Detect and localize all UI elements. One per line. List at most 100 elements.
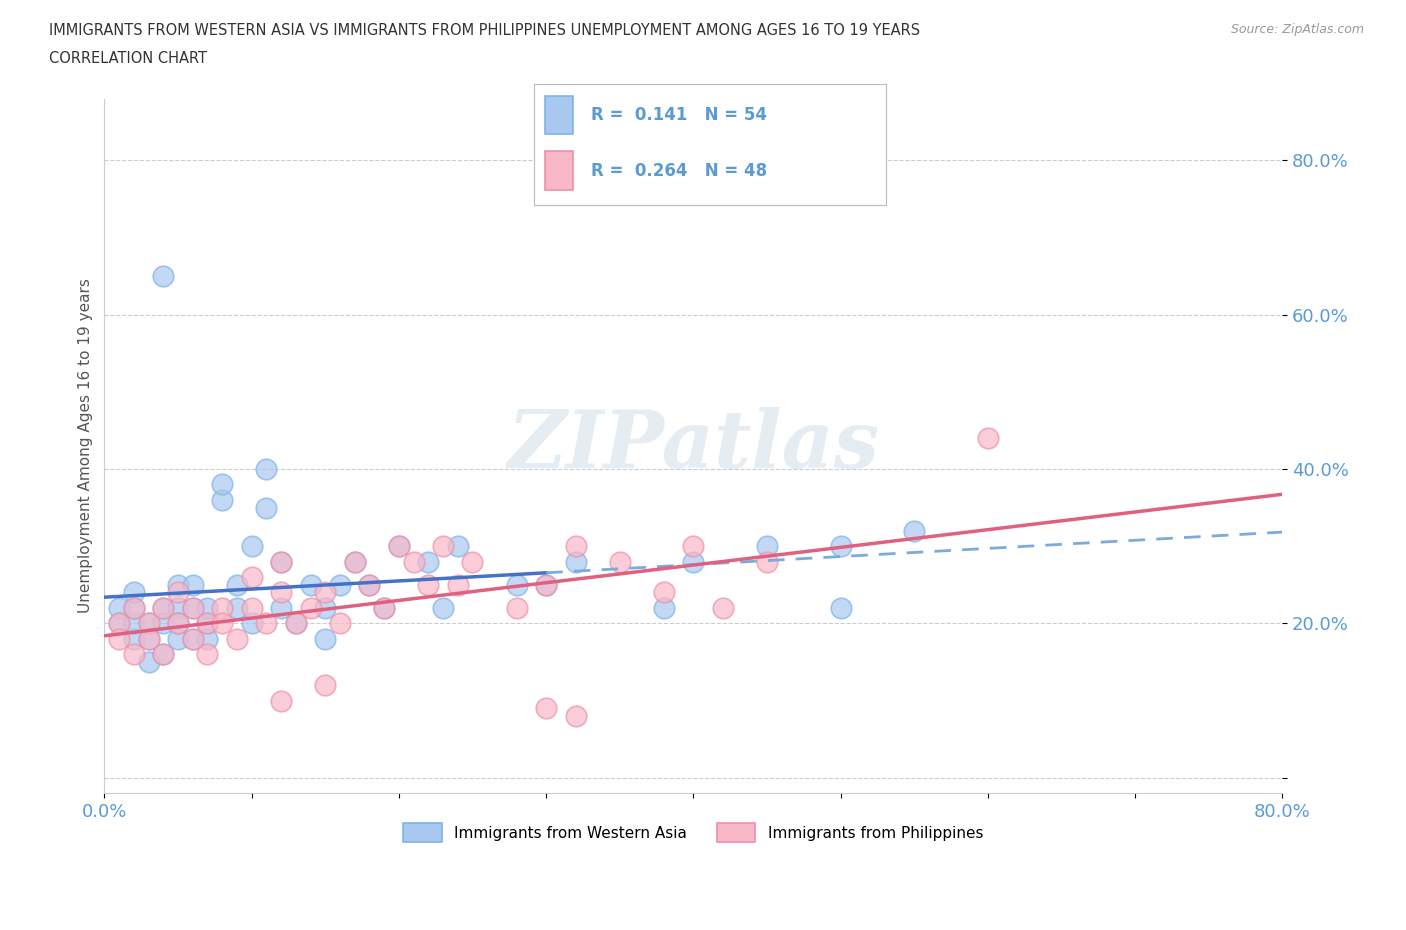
Legend: Immigrants from Western Asia, Immigrants from Philippines: Immigrants from Western Asia, Immigrants…: [398, 817, 990, 848]
Point: [138, 655, 160, 670]
Point: [254, 500, 277, 515]
Point: [534, 578, 557, 592]
Point: [152, 646, 174, 661]
Point: [314, 678, 336, 693]
Point: [903, 524, 925, 538]
Point: [711, 601, 734, 616]
Point: [299, 578, 322, 592]
Point: [225, 631, 247, 646]
Point: [755, 554, 778, 569]
Point: [447, 578, 470, 592]
Point: [755, 538, 778, 553]
Bar: [544, 96, 574, 135]
Point: [299, 601, 322, 616]
Point: [284, 616, 307, 631]
Point: [432, 538, 454, 553]
Point: [270, 585, 292, 600]
Point: [167, 616, 190, 631]
Point: [314, 585, 336, 600]
Point: [211, 493, 233, 508]
Point: [388, 538, 411, 553]
Point: [122, 646, 145, 661]
Point: [240, 616, 263, 631]
Point: [314, 601, 336, 616]
Point: [270, 554, 292, 569]
Point: [167, 585, 190, 600]
Point: [388, 538, 411, 553]
Point: [254, 616, 277, 631]
Point: [329, 578, 352, 592]
Point: [138, 616, 160, 631]
Point: [108, 616, 131, 631]
Text: R =  0.264   N = 48: R = 0.264 N = 48: [591, 162, 766, 179]
Point: [240, 569, 263, 584]
Point: [564, 554, 586, 569]
Point: [122, 631, 145, 646]
Point: [682, 554, 704, 569]
Point: [652, 601, 675, 616]
Point: [138, 631, 160, 646]
Point: [211, 477, 233, 492]
Point: [505, 601, 527, 616]
Point: [181, 601, 204, 616]
Y-axis label: Unemployment Among Ages 16 to 19 years: Unemployment Among Ages 16 to 19 years: [79, 278, 93, 613]
Point: [167, 601, 190, 616]
Point: [830, 601, 852, 616]
Point: [181, 578, 204, 592]
Point: [152, 269, 174, 284]
Point: [108, 601, 131, 616]
Point: [270, 693, 292, 708]
Point: [373, 601, 395, 616]
Point: [152, 616, 174, 631]
Point: [254, 461, 277, 476]
Point: [108, 631, 131, 646]
Point: [138, 631, 160, 646]
Point: [418, 578, 440, 592]
Point: [314, 631, 336, 646]
Point: [152, 646, 174, 661]
Point: [167, 578, 190, 592]
Text: Source: ZipAtlas.com: Source: ZipAtlas.com: [1230, 23, 1364, 36]
Point: [564, 538, 586, 553]
Point: [167, 631, 190, 646]
Point: [609, 554, 631, 569]
Point: [830, 538, 852, 553]
Point: [564, 709, 586, 724]
Point: [197, 601, 219, 616]
Point: [270, 601, 292, 616]
Point: [197, 646, 219, 661]
Point: [505, 578, 527, 592]
Point: [138, 616, 160, 631]
Point: [181, 631, 204, 646]
Point: [197, 616, 219, 631]
Point: [122, 601, 145, 616]
Bar: [544, 152, 574, 190]
Point: [359, 578, 381, 592]
Point: [977, 431, 1000, 445]
Text: IMMIGRANTS FROM WESTERN ASIA VS IMMIGRANTS FROM PHILIPPINES UNEMPLOYMENT AMONG A: IMMIGRANTS FROM WESTERN ASIA VS IMMIGRAN…: [49, 23, 921, 38]
Point: [108, 616, 131, 631]
Point: [343, 554, 366, 569]
Point: [329, 616, 352, 631]
Point: [270, 554, 292, 569]
Text: R =  0.141   N = 54: R = 0.141 N = 54: [591, 106, 766, 124]
Point: [225, 601, 247, 616]
Point: [152, 601, 174, 616]
Point: [447, 538, 470, 553]
Point: [359, 578, 381, 592]
Point: [682, 538, 704, 553]
Point: [284, 616, 307, 631]
Text: CORRELATION CHART: CORRELATION CHART: [49, 51, 207, 66]
Text: ZIPatlas: ZIPatlas: [508, 407, 879, 485]
Point: [211, 616, 233, 631]
Point: [197, 631, 219, 646]
Point: [373, 601, 395, 616]
Point: [240, 538, 263, 553]
Point: [240, 601, 263, 616]
Point: [181, 631, 204, 646]
Point: [167, 616, 190, 631]
Point: [652, 585, 675, 600]
Point: [534, 701, 557, 716]
Point: [197, 616, 219, 631]
Point: [432, 601, 454, 616]
